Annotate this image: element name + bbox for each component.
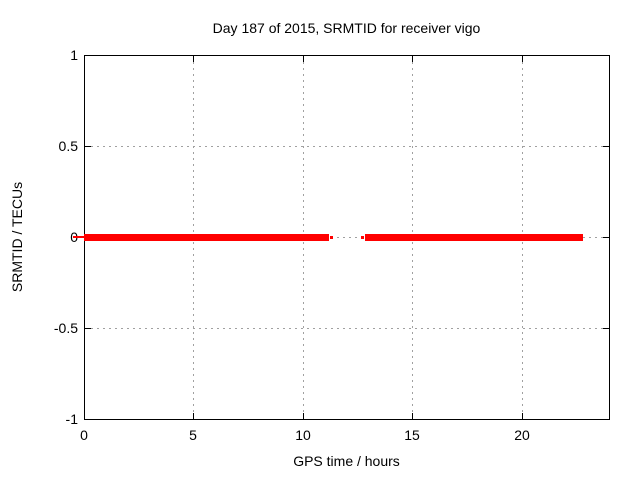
tick-mark-right (603, 328, 609, 329)
tick-mark-bottom (522, 413, 523, 419)
data-series-point (330, 236, 333, 239)
y-tick-label: -1 (65, 411, 78, 427)
tick-mark-right (603, 237, 609, 238)
x-tick-label: 20 (514, 427, 530, 443)
tick-mark-left (85, 328, 91, 329)
tick-mark-bottom (412, 413, 413, 419)
data-series-segment (84, 234, 329, 241)
tick-mark-right (603, 146, 609, 147)
x-tick-label: 15 (404, 427, 420, 443)
y-tick-label: 0 (34, 229, 78, 245)
x-tick-label: 0 (80, 427, 88, 443)
tick-mark-top (522, 56, 523, 62)
tick-mark-top (412, 56, 413, 62)
chart-title: Day 187 of 2015, SRMTID for receiver vig… (212, 20, 481, 36)
tick-mark-top (303, 56, 304, 62)
gridline-horizontal (85, 146, 608, 147)
tick-mark-bottom (303, 413, 304, 419)
data-series-point (361, 236, 364, 239)
data-series-segment (365, 234, 583, 241)
zero-axis-stub (73, 236, 84, 238)
y-axis-label: SRMTID / TECUs (9, 181, 25, 293)
x-tick-label: 5 (189, 427, 197, 443)
gridline-horizontal (85, 237, 608, 238)
x-axis-label: GPS time / hours (293, 453, 400, 469)
y-tick-label: 1 (70, 47, 78, 63)
gridline-horizontal (85, 328, 608, 329)
x-tick-label: 10 (295, 427, 311, 443)
y-tick-label: -0.5 (53, 320, 78, 336)
y-tick-label: 0.5 (58, 138, 78, 154)
tick-mark-top (193, 56, 194, 62)
tick-mark-left (85, 146, 91, 147)
tick-mark-bottom (193, 413, 194, 419)
